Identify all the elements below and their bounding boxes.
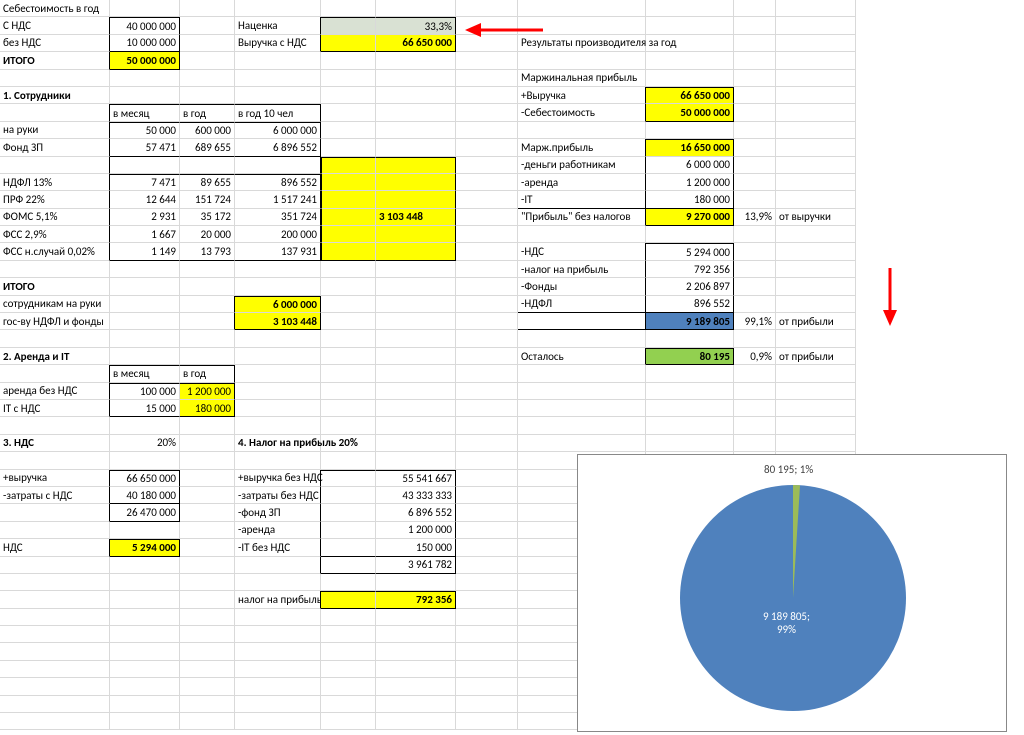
arrow-taxes-icon xyxy=(878,268,902,326)
section4-title: 4. Налог на прибыль 20% xyxy=(235,435,321,452)
txt-of-revenue: от выручки xyxy=(776,209,856,226)
val-with-vat: 40 000 000 xyxy=(110,17,180,34)
label-ndfl13: НДФЛ 13% xyxy=(0,174,110,191)
val-big-yellow: 3 103 448 xyxy=(376,209,456,226)
val-remaining: 80 195 xyxy=(646,348,734,365)
label-rev-novat: +выручка без НДС xyxy=(235,470,321,487)
section1-title: 1. Сотрудники xyxy=(0,87,110,104)
label-total2: ИТОГО xyxy=(0,278,110,295)
val-profit-notax: 9 270 000 xyxy=(646,209,734,226)
label-revenue-vat: Выручка с НДС xyxy=(235,35,321,52)
label-remaining: Осталось xyxy=(518,348,646,365)
val-revenue: 66 650 000 xyxy=(376,35,456,52)
label-marg: Марж.прибыль xyxy=(518,139,646,156)
label-it-vat: IT с НДС xyxy=(0,400,110,417)
label-minus-payroll: -фонд ЗП xyxy=(235,504,321,521)
label-marginal-profit: Маржинальная прибыль xyxy=(518,70,646,87)
label-to-workers: сотрудникам на руки xyxy=(0,296,110,313)
hdr-year: в год xyxy=(180,104,235,121)
label-to-gov: гос-ву НДФЛ и фонды xyxy=(0,313,110,330)
label-minus-workers: -деньги работникам xyxy=(518,157,646,174)
label-minus-ndfl: -НДФЛ xyxy=(518,296,646,313)
label-cost-year: Себестоимость в год xyxy=(0,0,110,17)
label-markup: Наценка xyxy=(235,17,321,34)
label-rent-novat: аренда без НДС xyxy=(0,383,110,400)
val-rev2: 66 650 000 xyxy=(646,87,734,104)
label-on-hands: на руки xyxy=(0,122,110,139)
label-rev-plus: +выручка xyxy=(0,470,110,487)
label-fssacc: ФСС н.случай 0,02% xyxy=(0,243,110,260)
val-pct-rev: 13,9% xyxy=(734,209,776,226)
label-minus-rent: -аренда xyxy=(518,174,646,191)
val-without-vat: 10 000 000 xyxy=(110,35,180,52)
label-it-novat: -IT без НДС xyxy=(235,539,321,556)
chart-label-main: 9 189 805;99% xyxy=(763,610,810,636)
label-minus-vat: -НДС xyxy=(518,243,646,260)
val-markup: 33,3% xyxy=(376,17,456,34)
section2-title: 2. Аренда и IT xyxy=(0,348,110,365)
val-marg: 16 650 000 xyxy=(646,139,734,156)
label-minus-pt: -налог на прибыль xyxy=(518,261,646,278)
hdr-month: в месяц xyxy=(110,104,180,121)
label-vat: НДС xyxy=(0,539,110,556)
chart-label-small: 80 195; 1% xyxy=(764,463,813,476)
label-costs-vat: -затраты с НДС xyxy=(0,487,110,504)
val-total-taxes: 9 189 805 xyxy=(646,313,734,330)
val-pt-final: 792 356 xyxy=(376,591,456,608)
val-toworkers: 6 000 000 xyxy=(235,296,321,313)
val-togov: 3 103 448 xyxy=(235,313,321,330)
label-minus-it: -IT xyxy=(518,191,646,208)
label-with-vat: С НДС xyxy=(0,17,110,34)
spreadsheet[interactable]: Себестоимость в год С НДС 40 000 000 Нац… xyxy=(0,0,1024,735)
label-payroll: Фонд ЗП xyxy=(0,139,110,156)
pie-slice-small xyxy=(680,485,906,711)
label-profit-tax: налог на прибыль xyxy=(235,591,321,608)
arrow-markup-icon xyxy=(465,18,543,42)
label-fss: ФСС 2,9% xyxy=(0,226,110,243)
label-prf: ПРФ 22% xyxy=(0,191,110,208)
pie-chart[interactable]: 80 195; 1% 9 189 805;99% xyxy=(577,454,1007,732)
hdr-10: в год 10 чел xyxy=(235,104,321,121)
val-vat-final: 5 294 000 xyxy=(110,539,180,556)
label-rent3: -аренда xyxy=(235,522,321,539)
label-total: ИТОГО xyxy=(0,52,110,69)
label-minus-funds: -Фонды xyxy=(518,278,646,295)
label-without-vat: без НДС xyxy=(0,35,110,52)
val-total-cost: 50 000 000 xyxy=(110,52,180,69)
section3-title: 3. НДС xyxy=(0,435,110,452)
label-profit-notax: "Прибыль" без налогов xyxy=(518,209,646,226)
label-costs-novat: -затраты без НДС xyxy=(235,487,321,504)
val-cost2: 50 000 000 xyxy=(646,104,734,121)
label-foms: ФОМС 5,1% xyxy=(0,209,110,226)
label-plus-revenue: +Выручка xyxy=(518,87,646,104)
label-minus-cost: -Себестоимость xyxy=(518,104,646,121)
